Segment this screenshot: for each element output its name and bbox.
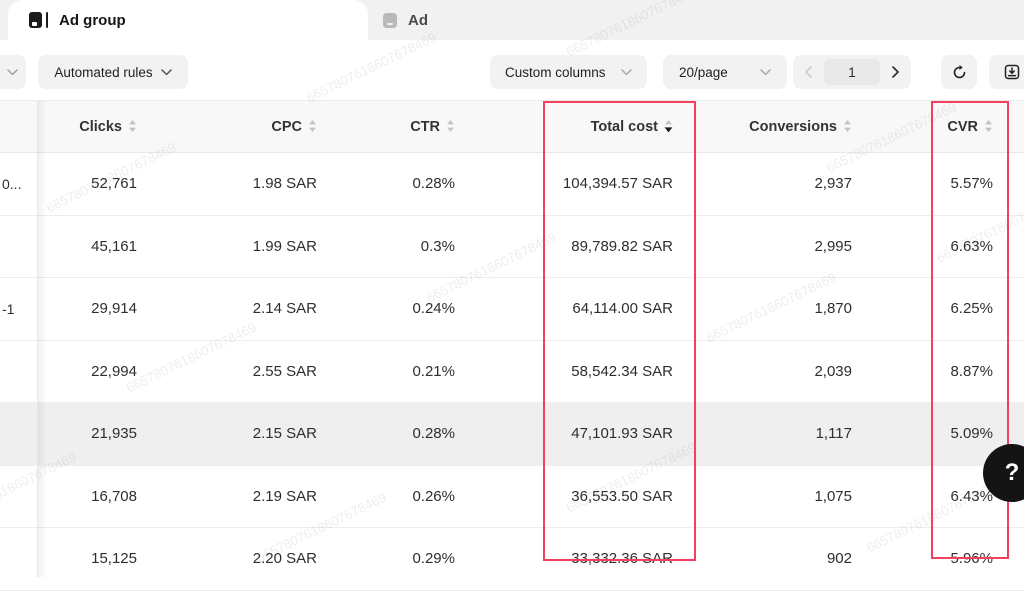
automated-rules-button[interactable]: Automated rules bbox=[38, 55, 188, 89]
table-row[interactable]: 45,161 1.99 SAR 0.3% 89,789.82 SAR 2,995… bbox=[0, 215, 1024, 278]
next-page-icon[interactable] bbox=[892, 66, 900, 78]
column-header-cvr[interactable]: CVR bbox=[867, 119, 1007, 135]
refresh-button[interactable] bbox=[941, 55, 977, 89]
chevron-down-icon bbox=[7, 68, 18, 75]
chevron-down-icon bbox=[621, 68, 632, 75]
export-icon bbox=[1004, 64, 1020, 80]
sort-icon[interactable] bbox=[128, 119, 137, 133]
column-header-cpc[interactable]: CPC bbox=[149, 119, 329, 135]
table-body: 0... 52,761 1.98 SAR 0.28% 104,394.57 SA… bbox=[0, 153, 1024, 591]
column-header-ctr[interactable]: CTR bbox=[329, 119, 469, 135]
more-filters-button[interactable] bbox=[0, 55, 26, 89]
chevron-down-icon bbox=[160, 68, 172, 75]
table-row[interactable]: 22,994 2.55 SAR 0.21% 58,542.34 SAR 2,03… bbox=[0, 340, 1024, 403]
automated-rules-label: Automated rules bbox=[54, 64, 153, 80]
tab-bar: Ad group Ad bbox=[0, 0, 1024, 40]
prev-page-icon[interactable] bbox=[804, 66, 812, 78]
table-row-highlighted[interactable]: 21,935 2.15 SAR 0.28% 47,101.93 SAR 1,11… bbox=[0, 403, 1024, 466]
sort-desc-icon[interactable] bbox=[664, 119, 673, 133]
table-row[interactable]: 15,125 2.20 SAR 0.29% 33,332.36 SAR 902 … bbox=[0, 528, 1024, 591]
current-page-box[interactable]: 1 bbox=[824, 59, 880, 85]
sort-icon[interactable] bbox=[446, 119, 455, 133]
sort-icon[interactable] bbox=[843, 119, 852, 133]
toolbar: Automated rules Custom columns 20/page 1 bbox=[0, 40, 1024, 100]
metrics-table: Clicks CPC CTR Total cost Conversions CV… bbox=[0, 100, 1024, 591]
tab-ad-group[interactable]: Ad group bbox=[8, 0, 368, 40]
custom-columns-button[interactable]: Custom columns bbox=[490, 55, 647, 89]
pagination: 1 bbox=[793, 55, 911, 89]
frozen-column-divider bbox=[37, 101, 38, 577]
sort-icon[interactable] bbox=[308, 119, 317, 133]
sort-icon[interactable] bbox=[984, 119, 993, 133]
table-row[interactable]: -1 29,914 2.14 SAR 0.24% 64,114.00 SAR 1… bbox=[0, 278, 1024, 341]
column-header-clicks[interactable]: Clicks bbox=[37, 119, 149, 135]
page-size-select[interactable]: 20/page bbox=[663, 55, 787, 89]
table-row[interactable]: 16,708 2.19 SAR 0.26% 36,553.50 SAR 1,07… bbox=[0, 465, 1024, 528]
column-header-total-cost[interactable]: Total cost bbox=[469, 119, 695, 135]
current-page-number: 1 bbox=[848, 64, 856, 80]
custom-columns-label: Custom columns bbox=[505, 64, 606, 80]
ad-group-icon bbox=[29, 12, 48, 28]
help-button-label: ? bbox=[1004, 459, 1020, 486]
table-header-row: Clicks CPC CTR Total cost Conversions CV… bbox=[0, 101, 1024, 153]
tab-ad-label: Ad bbox=[408, 11, 428, 29]
table-row[interactable]: 0... 52,761 1.98 SAR 0.28% 104,394.57 SA… bbox=[0, 153, 1024, 216]
tab-ad-group-label: Ad group bbox=[59, 11, 126, 29]
page-size-label: 20/page bbox=[679, 64, 728, 80]
refresh-icon bbox=[953, 64, 965, 78]
export-button[interactable] bbox=[989, 55, 1024, 89]
chevron-down-icon bbox=[760, 68, 771, 75]
ad-icon bbox=[383, 12, 397, 28]
column-header-conversions[interactable]: Conversions bbox=[695, 119, 867, 135]
tab-ad[interactable]: Ad bbox=[368, 0, 428, 40]
